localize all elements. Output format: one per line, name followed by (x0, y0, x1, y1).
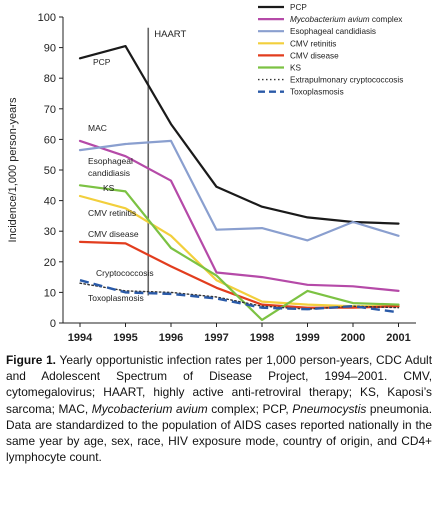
caption-text-1: Yearly opportunistic infection rates per… (6, 353, 432, 416)
annotation-label: MAC (88, 123, 107, 133)
annotation-label: Esophageal (88, 156, 133, 166)
series-line-5 (78, 184, 400, 321)
chart-legend: PCP Mycobacterium avium complex Esophageal… (258, 3, 403, 97)
y-tick-label: 50 (44, 165, 56, 177)
annotation-label: candidiasis (88, 168, 130, 178)
y-tick-label: 80 (44, 73, 56, 85)
haart-label: HAART (154, 29, 186, 40)
annotation-label: KS (103, 183, 115, 193)
y-axis-ticks: 0 10 20 30 40 50 60 70 80 90 100 (38, 12, 63, 330)
series-annotations: PCP MAC Esophageal candidiasis KS CMV retinit… (88, 57, 154, 303)
x-tick-label: 2001 (386, 332, 410, 344)
legend-entry: CMV retinitis (290, 39, 336, 48)
y-tick-label: 10 (44, 287, 56, 299)
figure-caption: Figure 1. Yearly opportunistic infection… (6, 352, 432, 465)
legend-entry: Toxoplasmosis (290, 88, 344, 97)
y-tick-label: 90 (44, 43, 56, 55)
series-line-7 (79, 279, 399, 314)
x-tick-label: 1995 (113, 332, 137, 344)
legend-entry: CMV disease (290, 51, 339, 60)
caption-figure-label: Figure 1. (6, 353, 56, 367)
series-line-2 (78, 139, 400, 242)
y-tick-label: 30 (44, 226, 56, 238)
y-tick-label: 0 (50, 318, 56, 330)
line-chart-figure: 0 10 20 30 40 50 60 70 80 90 100 1994 1995 1996 1997 1… (7, 3, 416, 344)
legend-entry: Mycobacterium avium complex (290, 15, 402, 24)
annotation-label: CMV retinitis (88, 208, 136, 218)
y-tick-label: 70 (44, 104, 56, 116)
caption-italic-1: Mycobacterium avium (91, 401, 208, 416)
legend-entry-italic: Mycobacterium avium (290, 15, 370, 24)
x-tick-label: 1997 (204, 332, 228, 344)
legend-entry: Esophageal candidiasis (290, 27, 376, 36)
annotation-label: CMV disease (88, 229, 139, 239)
legend-entry-suffix: complex (370, 15, 403, 24)
x-tick-label: 1998 (250, 332, 274, 344)
y-axis-label: Incidence/1,000 person-years (7, 97, 19, 242)
y-tick-label: 40 (44, 196, 56, 208)
y-tick-label: 20 (44, 257, 56, 269)
x-tick-label: 1996 (159, 332, 183, 344)
x-tick-label: 1994 (68, 332, 93, 344)
legend-entry: PCP (290, 3, 307, 12)
y-tick-label: 100 (38, 12, 56, 24)
y-tick-label: 60 (44, 134, 56, 146)
annotation-label: Toxoplasmosis (88, 293, 144, 303)
series-lines (78, 44, 400, 321)
annotation-label: Cryptococcosis (96, 268, 154, 278)
x-tick-label: 2000 (341, 332, 365, 344)
haart-marker: HAART (147, 27, 186, 296)
caption-italic-2: Pneumocystis (292, 401, 367, 416)
caption-text-2: complex; PCP, (207, 401, 293, 416)
annotation-label: PCP (93, 57, 111, 67)
series-line-1 (78, 139, 400, 292)
legend-entry: KS (290, 64, 301, 73)
x-axis-ticks: 1994 1995 1996 1997 1998 1999 2000 2001 (68, 323, 411, 344)
x-tick-label: 1999 (295, 332, 319, 344)
caption-text-3: pneumonia. Data are standardized to the … (6, 401, 433, 465)
series-line-0 (78, 44, 400, 225)
legend-entry: Extrapulmonary cryptococcosis (290, 76, 403, 85)
